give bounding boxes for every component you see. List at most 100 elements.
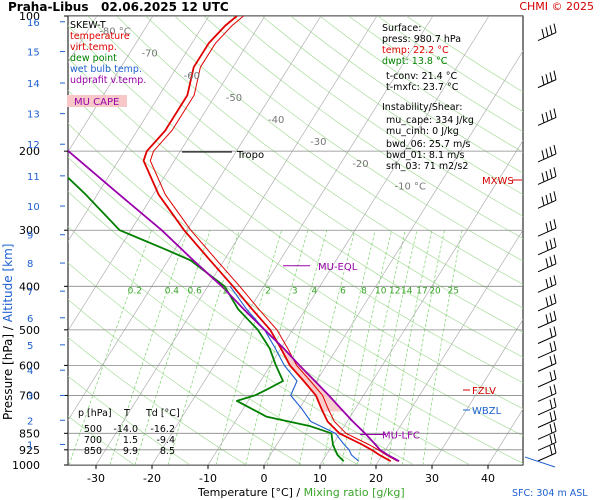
isotherm-label: -50 [226,93,242,104]
wind-barb-flag [553,191,557,201]
wind-barb-flag [553,219,557,229]
table-cell-td: -9.4 [156,435,175,446]
wind-barb-staff [537,199,557,209]
table-header-p: p [hPa] [78,408,112,419]
temperature-tick-label: 20 [369,472,383,485]
axes-layer: 1002003004005006007008509251000123456789… [1,10,495,499]
altitude-axis-label: Altitude [km] [1,244,15,323]
wind-barb-staff [537,319,557,329]
wind-barb-flag [545,148,549,158]
altitude-tick-label: 14 [27,79,40,90]
wind-barb-flag [541,196,545,206]
wind-barb-flag [553,310,557,320]
isotherm-label: -10 °C [395,181,427,192]
mixing-ratio-line [341,230,393,465]
temperature-tick-label: 0 [261,472,268,485]
mixing-ratio-label: 1 [222,286,228,296]
wind-barb-flag [545,222,549,232]
altitude-tick-label: 3 [27,391,33,402]
wind-barb-staff [537,362,557,372]
wind-barb [537,340,557,359]
altitude-tick-label: 4 [27,366,33,377]
wind-barb-flag [553,23,557,33]
mixing-ratio-label: 3 [292,286,298,296]
wind-barb-staff [537,419,557,428]
table-cell-t: 9.9 [123,446,138,457]
wind-barb [537,310,557,329]
mixing-ratio-label: 12 [389,286,400,296]
wind-barb-staff [537,263,557,273]
wind-barb-flag [549,356,553,366]
wind-barb-staff [537,153,557,163]
temperature-tick-label: -30 [87,472,105,485]
isotherm-line [151,16,434,465]
wind-barb-flag [549,256,553,266]
pressure-tick-label: 100 [19,10,40,23]
altitude-tick-label: 5 [27,341,33,352]
wind-barb [537,410,557,428]
mixing-ratio-label: 0.6 [188,286,203,296]
wind-barb [537,219,557,237]
shear-line-0: bwd_06: 25.7 m/s [386,139,471,150]
surface-line-3: dwpt: 13.8 °C [382,56,448,67]
temperature-axis-label: Temperature [°C] / [197,486,304,499]
dry-adiabat [68,89,523,410]
wind-barb-flag [553,326,557,336]
altitude-tick-label: 12 [27,140,40,151]
table-cell-t: -14.0 [113,424,138,435]
wind-barb-flag [549,277,553,287]
table-header-td: Td [°C] [145,408,180,419]
mixing-ratio-label: 10 [375,286,387,296]
legend-3: dew point [70,53,117,64]
wind-barb [537,397,557,416]
mixing-ratio-line [267,230,328,465]
dry-adiabat [116,16,523,309]
wind-barb-flag [549,25,553,35]
legend-4: wet bulb temp. [70,64,142,75]
wind-barb-staff [537,441,557,451]
wind-barb [537,326,557,344]
wind-barb-flag [549,371,553,381]
mixing-ratio-label: 17 [416,286,427,296]
wind-barb-flag [545,27,549,37]
wind-barb-flag [553,167,557,177]
virt-temp-line [149,16,398,462]
wind-barb-flag [549,239,553,249]
mixing-ratio-label: 0.2 [128,286,142,296]
dry-adiabat [68,57,523,384]
sfc-label: SFC: 304 m ASL [512,488,588,499]
wind-barb-flag [553,340,557,351]
wind-barb [537,354,557,372]
wind-barb-staff [537,32,557,42]
wind-barb-staff [537,246,557,256]
altitude-tick-label: 11 [27,172,40,183]
wind-barb [537,70,557,89]
wind-barb-flag [545,258,549,268]
tropo-label: Tropo [236,150,264,161]
isotherm-line [68,16,322,421]
isotherm-line [375,229,523,465]
wind-barb-flag [541,113,545,123]
altitude-tick-label: 10 [27,202,40,213]
wind-barb-flag [549,445,553,455]
shear-line-2: srh_03: 71 m2/s2 [386,161,468,172]
wind-barb-staff [537,117,557,126]
mixing-ratio-axis-label: Mixing ratio [g/kg] [304,486,405,499]
dry-adiabat [87,16,523,333]
pressure-tick-label: 925 [19,444,40,457]
isotherm-label: -60 [184,71,200,82]
isotherm-label: -80 °C [99,27,131,38]
wind-barb-flag [549,412,553,422]
series-line-0 [142,16,392,462]
wind-barb-flag [541,172,545,182]
temperature-tick-label: -10 [199,472,217,485]
wind-barb-flag [553,108,557,118]
mixing-ratio-line [322,230,376,465]
wind-barb-flag [549,220,553,231]
wind-barb-staff [537,175,557,185]
x-axis-label: Temperature [°C] / Mixing ratio [g/kg] [197,486,405,499]
isotherm-line [207,16,490,465]
mu-lfc-label: MU-LFC [382,430,420,441]
y-axis-label: Pressure [hPa] / Altitude [km] [1,244,15,420]
